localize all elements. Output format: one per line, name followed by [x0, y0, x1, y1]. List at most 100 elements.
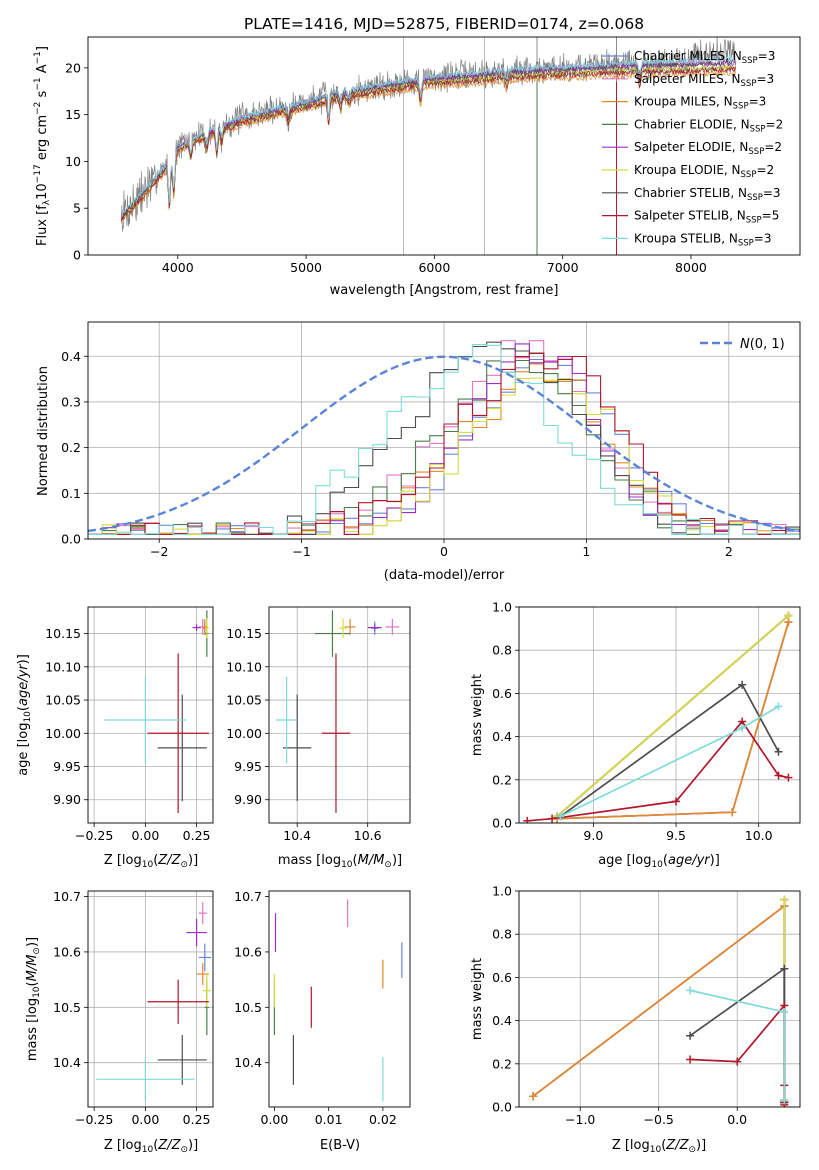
errorbar-kroupa-stelib	[96, 1057, 195, 1102]
y-tick-label: 10.10	[226, 659, 262, 674]
errorbar-salpeter-elodie	[186, 918, 207, 947]
legend-label-chabrier-stelib: Chabrier STELIB, NSSP=3	[634, 186, 781, 203]
errorbar-salpeter-stelib	[321, 653, 351, 814]
x-tick-label: 0.02	[369, 1112, 397, 1127]
weight-marker-salpeter-stelib	[672, 797, 681, 806]
y-tick-label: 10.5	[234, 1000, 262, 1015]
y-axis-label: mass weight	[470, 958, 485, 1040]
x-tick-label: 4000	[162, 260, 194, 275]
y-tick-label: 9.90	[234, 792, 262, 807]
y-tick-label: 0.3	[61, 394, 81, 409]
y-tick-label: 0.0	[492, 1100, 512, 1115]
errorbar-kroupa-stelib	[276, 676, 298, 764]
y-tick-label: 10.00	[226, 726, 262, 741]
y-tick-label: 0.2	[492, 1056, 512, 1071]
errorbar-salpeter-stelib	[147, 653, 209, 814]
axes-frame	[268, 606, 411, 824]
y-axis-label: Flux [fλ10−17 erg cm−2 s−1 A−1]	[33, 46, 52, 246]
legend-label-chabrier-miles: Chabrier MILES, NSSP=3	[634, 49, 775, 66]
weight-marker-kroupa-stelib	[780, 1007, 789, 1016]
x-tick-label: 10.4	[283, 828, 311, 843]
weight-marker-salpeter-stelib	[733, 1057, 742, 1066]
y-tick-label: 0.6	[492, 686, 512, 701]
weight-marker-chabrier-stelib	[780, 964, 789, 973]
x-axis-label: Z [log10(Z/Z⊙)]	[612, 1138, 706, 1155]
weight-marker-kroupa-miles	[529, 1092, 538, 1101]
y-tick-label: 10.05	[45, 693, 81, 708]
weight-marker-kroupa-elodie	[780, 895, 789, 904]
y-tick-label: 9.90	[53, 792, 81, 807]
errorbar-chabrier-stelib	[157, 1035, 207, 1085]
weight-line-kroupa-elodie	[556, 614, 789, 818]
weight-marker-kroupa-stelib	[774, 702, 783, 711]
y-tick-label: 0.6	[492, 970, 512, 985]
errorbar-kroupa-stelib	[104, 676, 187, 764]
legend-label-salpeter-stelib: Salpeter STELIB, NSSP=5	[634, 209, 779, 226]
y-axis-label: Normed distribution	[36, 366, 51, 496]
weight-marker-kroupa-stelib	[738, 723, 747, 732]
y-tick-label: 10.7	[234, 889, 262, 904]
x-tick-label: 7000	[547, 260, 579, 275]
x-axis-label: Z [log10(Z/Z⊙)]	[104, 1138, 198, 1155]
legend-label-kroupa-stelib: Kroupa STELIB, NSSP=3	[634, 231, 772, 248]
x-tick-label: 5000	[290, 260, 322, 275]
panel-mass-vs-ebv: 0.00 0.01 0.02 10.4 10.5 10.6 10.7 E(B-V)	[234, 889, 411, 1153]
x-tick-label: 0	[440, 544, 448, 559]
x-tick-label: −0.25	[75, 1112, 113, 1127]
y-tick-label: 9.95	[53, 759, 81, 774]
x-axis-label: E(B-V)	[320, 1138, 360, 1153]
axes-frame	[518, 890, 801, 1108]
x-axis-label: wavelength [Angstrom, rest frame]	[330, 283, 559, 298]
weight-marker-salpeter-stelib	[774, 771, 783, 780]
panel-age-vs-mass: 10.4 10.6 9.90 9.95 10.00 10.05 10.10 10.15 mass…	[226, 606, 411, 870]
x-tick-label: −0.25	[75, 828, 113, 843]
axes-frame	[268, 890, 411, 1108]
plot-area	[276, 610, 400, 814]
legend: Chabrier MILES, NSSP=3 Salpeter MILES, NS…	[602, 49, 783, 248]
y-tick-label: 0.0	[492, 816, 512, 831]
y-tick-label: 0.4	[61, 349, 81, 364]
y-tick-label: 10.4	[53, 1055, 81, 1070]
errorbar-chabrier-miles	[198, 943, 211, 972]
weight-marker-kroupa-miles	[728, 808, 737, 817]
axes-frame	[87, 890, 214, 1108]
x-axis-label: age [log10(age/yr)]	[598, 853, 720, 870]
plot-area	[104, 610, 209, 814]
plot-area	[88, 340, 800, 535]
errorbar-chabrier-elodie	[314, 610, 351, 657]
panel-residual-distribution: −2 −1 0 1 2 0.0 0.1 0.2 0.3 0.4 N(0, 1) (data-model…	[36, 321, 801, 583]
legend-label-salpeter-elodie: Salpeter ELODIE, NSSP=2	[634, 140, 782, 157]
y-axis-label: mass weight	[470, 674, 485, 756]
weight-marker-salpeter-stelib	[784, 773, 793, 782]
legend-label-normal: N(0, 1)	[740, 337, 785, 352]
histogram-kroupa-stelib	[88, 344, 800, 535]
plot-area	[273, 899, 403, 1102]
weight-marker-kroupa-stelib	[686, 986, 695, 995]
weight-marker-kroupa-stelib	[556, 812, 565, 821]
y-tick-label: 10.15	[45, 626, 81, 641]
grid-lines	[88, 607, 213, 823]
y-axis-label: mass [log10(M/M⊙)]	[25, 937, 42, 1061]
plot-area	[121, 37, 736, 255]
y-tick-label: 0.4	[492, 1013, 512, 1028]
legend-label-salpeter-miles: Salpeter MILES, NSSP=3	[634, 72, 774, 89]
y-tick-label: 0	[73, 248, 81, 263]
x-tick-label: −0.5	[644, 1112, 674, 1127]
errorbar-salpeter-elodie	[192, 624, 201, 631]
weight-marker-kroupa-stelib	[780, 1096, 789, 1105]
y-tick-label: 0.4	[492, 729, 512, 744]
y-tick-label: 10.6	[53, 944, 81, 959]
model-spectrum-salpeter-stelib	[121, 66, 736, 221]
x-tick-label: −2	[150, 544, 168, 559]
x-tick-label: 0.01	[315, 1112, 343, 1127]
errorbar-chabrier-stelib	[157, 694, 207, 802]
x-tick-label: 10.0	[745, 828, 773, 843]
y-tick-label: 9.95	[234, 759, 262, 774]
x-axis-label: (data-model)/error	[384, 568, 505, 583]
plot-area	[523, 611, 793, 823]
y-tick-label: 10.5	[53, 1000, 81, 1015]
axes-frame	[518, 606, 801, 824]
plot-area	[96, 902, 211, 1102]
legend-label-kroupa-elodie: Kroupa ELODIE, NSSP=2	[634, 163, 774, 180]
